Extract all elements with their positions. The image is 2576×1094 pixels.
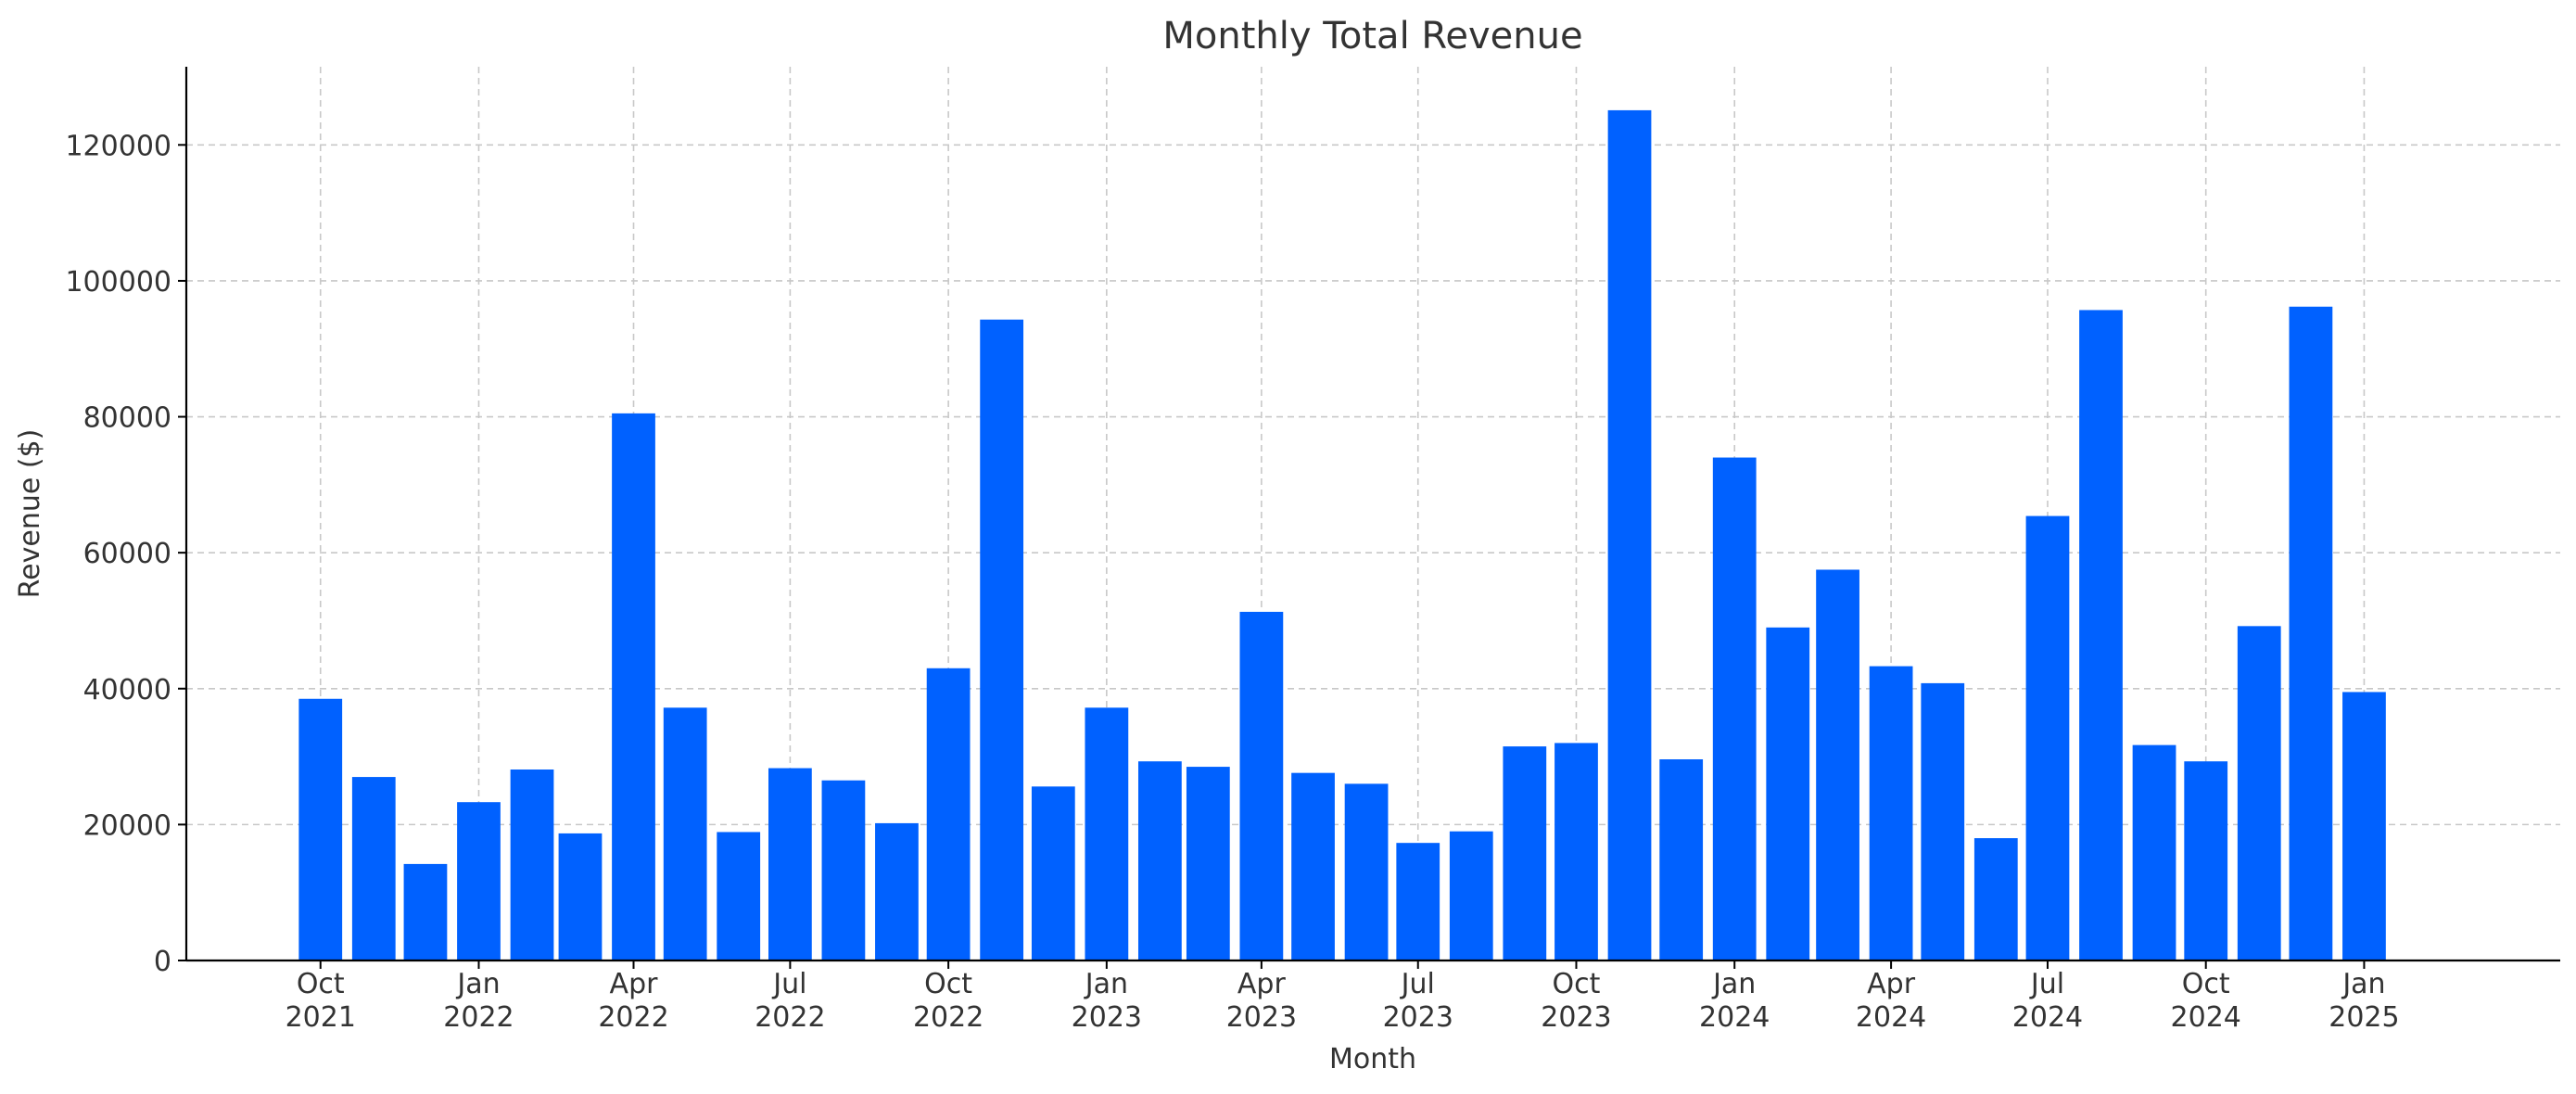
chart-title: Monthly Total Revenue bbox=[1162, 15, 1582, 57]
bars-layer bbox=[298, 109, 2386, 961]
y-tick-label: 100000 bbox=[65, 266, 171, 299]
y-tick-label: 60000 bbox=[83, 538, 171, 570]
x-tick-year-label: 2025 bbox=[2329, 1001, 2399, 1034]
x-tick-year-label: 2024 bbox=[1856, 1001, 1926, 1034]
x-tick-year-label: 2023 bbox=[1541, 1001, 1611, 1034]
bar-2022-03 bbox=[558, 833, 603, 960]
bar-2024-01 bbox=[1712, 457, 1757, 961]
y-tick-label: 120000 bbox=[65, 130, 171, 162]
bar-2024-12 bbox=[2289, 306, 2333, 960]
bar-2023-05 bbox=[1291, 772, 1335, 960]
bar-2022-11 bbox=[980, 319, 1024, 960]
x-tick-year-label: 2022 bbox=[598, 1001, 668, 1034]
bar-2024-02 bbox=[1766, 627, 1810, 960]
x-tick-year-label: 2023 bbox=[1226, 1001, 1297, 1034]
x-tick-month-label: Oct bbox=[2182, 968, 2230, 1000]
x-tick-year-label: 2022 bbox=[755, 1001, 825, 1034]
x-tick-month-label: Apr bbox=[610, 968, 659, 1000]
bar-2022-01 bbox=[457, 802, 501, 960]
bar-2024-10 bbox=[2184, 761, 2228, 960]
x-tick-month-label: Jul bbox=[2029, 968, 2064, 1000]
x-tick-month-label: Apr bbox=[1237, 968, 1287, 1000]
bar-2022-09 bbox=[875, 822, 919, 960]
x-axis-label: Month bbox=[1329, 1043, 1416, 1075]
bar-2023-12 bbox=[1659, 759, 1704, 960]
bar-2022-02 bbox=[510, 770, 554, 960]
x-tick-month-label: Jul bbox=[1400, 968, 1435, 1000]
bar-2022-08 bbox=[821, 780, 866, 960]
bar-2024-03 bbox=[1816, 569, 1859, 960]
x-tick-year-label: 2022 bbox=[913, 1001, 983, 1034]
bar-2024-06 bbox=[1973, 838, 2018, 960]
bar-2021-12 bbox=[403, 863, 448, 960]
bar-2022-06 bbox=[717, 832, 761, 960]
bar-2024-08 bbox=[2079, 310, 2123, 960]
bar-2023-03 bbox=[1186, 767, 1230, 960]
bar-2023-11 bbox=[1607, 109, 1652, 960]
x-tick-year-label: 2024 bbox=[2012, 1001, 2083, 1034]
bar-2023-04 bbox=[1239, 611, 1284, 960]
y-tick-label: 80000 bbox=[83, 402, 171, 435]
x-tick-month-label: Oct bbox=[297, 968, 345, 1000]
bar-2024-09 bbox=[2132, 744, 2176, 960]
bar-2022-12 bbox=[1031, 786, 1075, 960]
x-ticks: Oct2021Jan2022Apr2022Jul2022Oct2022Jan20… bbox=[286, 960, 2400, 1034]
x-tick-month-label: Jan bbox=[455, 968, 500, 1000]
x-tick-month-label: Jan bbox=[1711, 968, 1756, 1000]
grid-layer bbox=[186, 67, 2560, 961]
x-tick-year-label: 2024 bbox=[2171, 1001, 2241, 1034]
bar-2024-07 bbox=[2025, 515, 2070, 960]
x-tick-month-label: Jan bbox=[1084, 968, 1128, 1000]
bar-2023-10 bbox=[1554, 743, 1598, 960]
x-tick-month-label: Jul bbox=[771, 968, 806, 1000]
x-tick-year-label: 2023 bbox=[1072, 1001, 1142, 1034]
y-tick-label: 40000 bbox=[83, 674, 171, 706]
x-tick-month-label: Jan bbox=[2341, 968, 2385, 1000]
bar-2024-11 bbox=[2237, 626, 2281, 960]
x-tick-year-label: 2024 bbox=[1699, 1001, 1770, 1034]
bar-2022-05 bbox=[663, 707, 707, 960]
y-axis-label: Revenue ($) bbox=[14, 429, 46, 599]
bar-2023-06 bbox=[1344, 783, 1389, 960]
axes-layer bbox=[184, 67, 2560, 962]
bar-2023-01 bbox=[1085, 707, 1129, 960]
bar-2021-11 bbox=[351, 777, 396, 960]
x-tick-month-label: Apr bbox=[1867, 968, 1916, 1000]
bar-2023-02 bbox=[1137, 761, 1182, 960]
bar-2022-10 bbox=[926, 668, 971, 960]
y-tick-label: 0 bbox=[154, 946, 171, 978]
bar-2022-07 bbox=[768, 768, 812, 960]
y-tick-label: 20000 bbox=[83, 809, 171, 842]
x-tick-year-label: 2023 bbox=[1383, 1001, 1453, 1034]
bar-2021-10 bbox=[298, 698, 343, 960]
x-tick-month-label: Oct bbox=[924, 968, 972, 1000]
bar-2023-07 bbox=[1396, 843, 1440, 960]
bar-2023-08 bbox=[1449, 831, 1493, 960]
x-tick-year-label: 2021 bbox=[286, 1001, 356, 1034]
bar-2022-04 bbox=[612, 413, 655, 960]
x-tick-year-label: 2022 bbox=[443, 1001, 514, 1034]
y-ticks: 0 20000 40000 60000 80000 100000 120000 bbox=[65, 130, 186, 978]
bar-2024-04 bbox=[1869, 666, 1913, 960]
bar-2024-05 bbox=[1921, 682, 1965, 960]
x-tick-month-label: Oct bbox=[1553, 968, 1601, 1000]
bar-2025-01 bbox=[2342, 692, 2386, 960]
bar-2023-09 bbox=[1503, 746, 1547, 960]
